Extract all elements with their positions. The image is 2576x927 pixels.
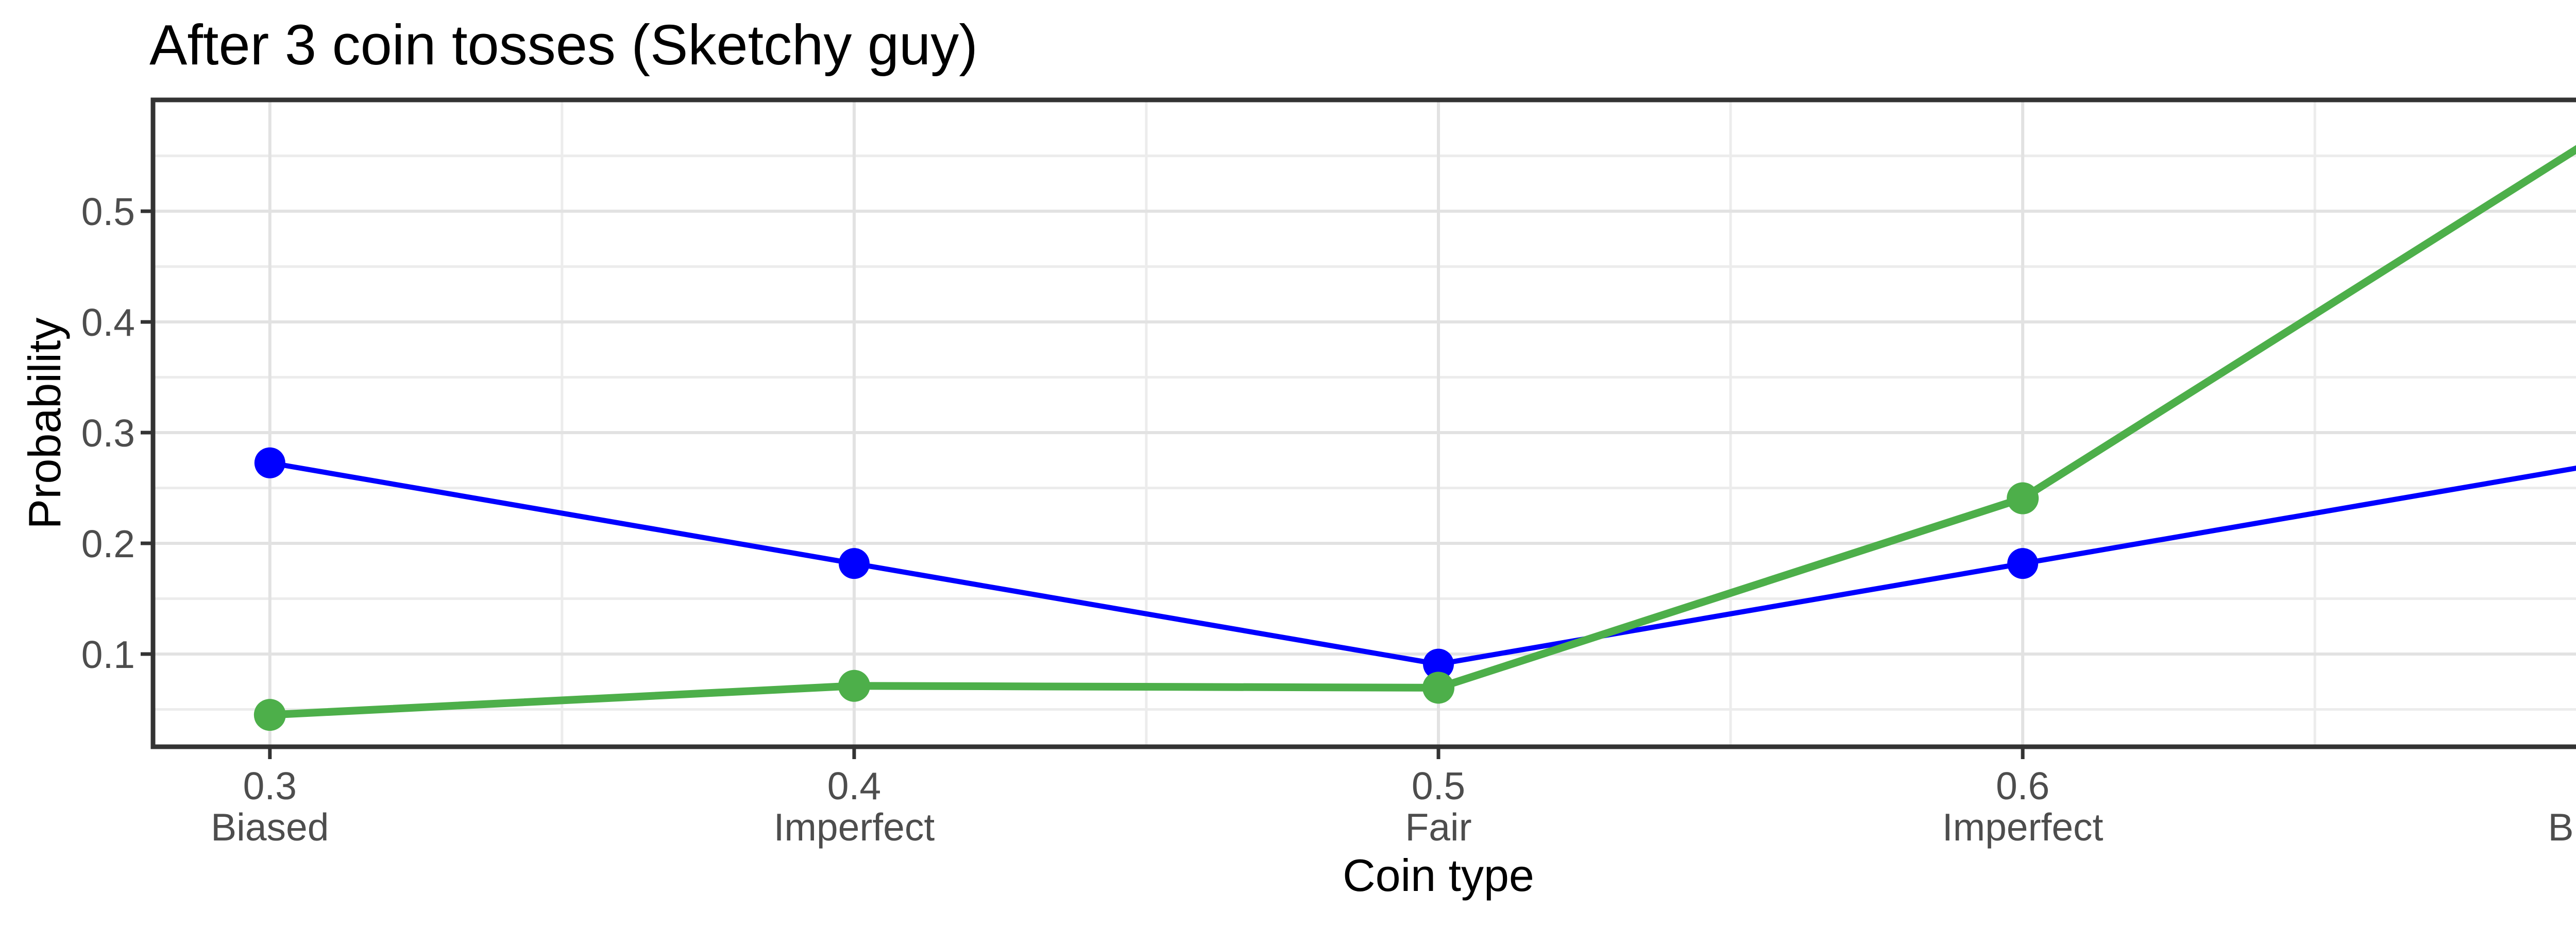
data-point-prior-0.4 <box>838 548 870 579</box>
data-point-prior-0.6 <box>2007 548 2039 579</box>
data-point-posterior-0.5 <box>1422 672 1454 704</box>
data-point-posterior-0.4 <box>838 670 870 702</box>
x-tick-label-value-0.6: 0.6 <box>1996 764 2049 808</box>
y-tick-label-0.4: 0.4 <box>81 301 135 344</box>
x-tick-label-name-Fair: Fair <box>1405 805 1471 849</box>
x-tick-label-name-Biased: Biased <box>2548 805 2576 849</box>
axis-ticks <box>141 209 2025 759</box>
series-line-posterior <box>269 145 2576 719</box>
x-tick-label-value-0.3: 0.3 <box>243 764 297 808</box>
y-tick-label-0.1: 0.1 <box>81 633 135 676</box>
x-axis-title: Coin type <box>1343 850 1534 901</box>
page-title: After 3 coin tosses (Sketchy guy) <box>149 13 978 77</box>
x-tick-label-name-Imperfect: Imperfect <box>774 805 935 849</box>
data-point-prior-0.5 <box>1423 648 1454 680</box>
x-tick-label-value-0.5: 0.5 <box>1412 764 1465 808</box>
data-point-posterior-0.3 <box>253 699 286 731</box>
x-tick-label-name-Imperfect: Imperfect <box>1942 805 2104 849</box>
x-tick-label-name-Biased: Biased <box>211 805 329 849</box>
y-tick-label-0.2: 0.2 <box>81 522 135 565</box>
axis-tick-labels: 0.50.40.30.20.10.3Biased0.4Imperfect0.5F… <box>81 190 2576 849</box>
y-tick-label-0.3: 0.3 <box>81 411 135 455</box>
y-tick-label-0.5: 0.5 <box>81 190 135 233</box>
y-axis-title: Probability <box>19 318 70 529</box>
gridlines-major <box>153 100 2576 747</box>
x-tick-label-value-0.4: 0.4 <box>827 764 881 808</box>
series-layer <box>253 145 2576 731</box>
data-point-posterior-0.6 <box>2007 482 2039 514</box>
series-line-prior <box>269 460 2576 667</box>
data-point-prior-0.3 <box>254 447 285 478</box>
